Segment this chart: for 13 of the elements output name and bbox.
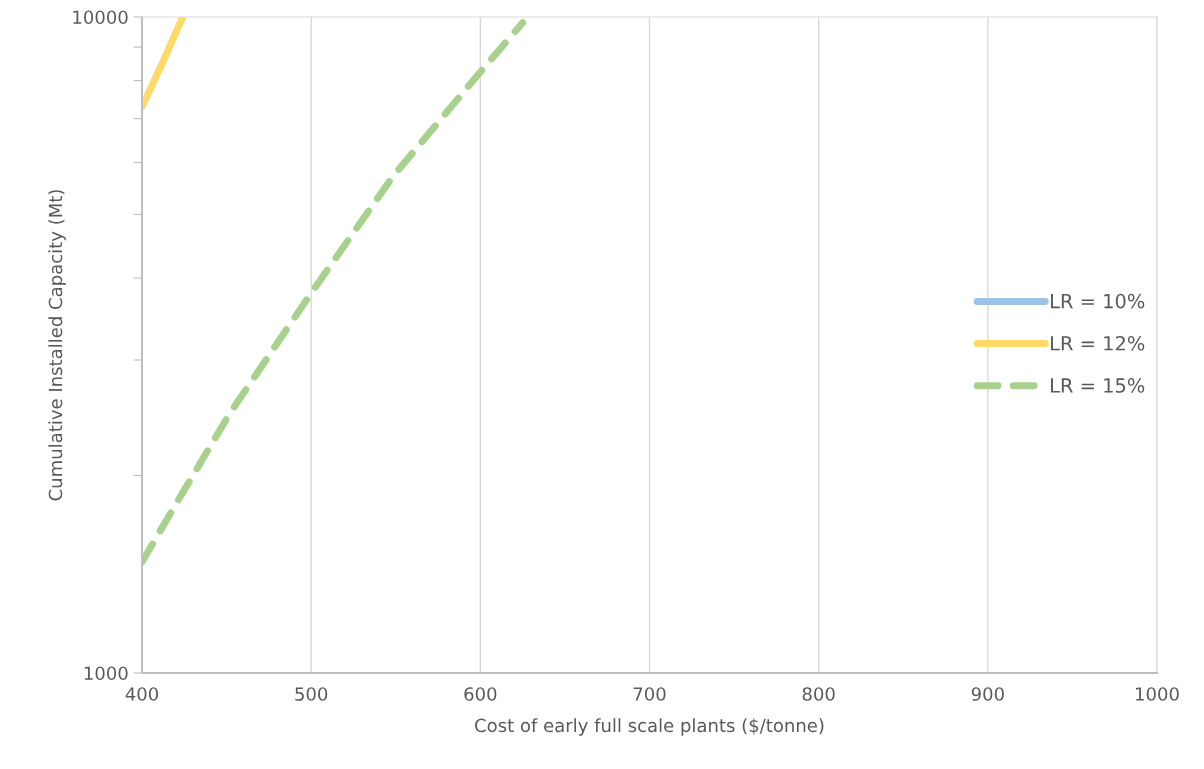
- x-tick-label: 900: [971, 687, 1004, 701]
- x-tick-label: 500: [295, 687, 328, 701]
- x-tick-label: 600: [464, 687, 497, 701]
- legend-label: LR = 10%: [1051, 293, 1145, 309]
- y-axis-title: Cumulative Installed Capacity (Mt): [48, 190, 66, 501]
- x-tick-label: 400: [125, 687, 159, 701]
- x-tick-label: 800: [802, 687, 835, 701]
- legend-label: LR = 12%: [1051, 335, 1145, 351]
- legend-label: LR = 15%: [1051, 378, 1145, 393]
- x-tick-label: 700: [633, 687, 666, 701]
- y-tick-label: 10000: [73, 10, 128, 25]
- x-axis-title: Cost of early full scale plants ($/tonne): [475, 718, 824, 736]
- x-tick-label: 1000: [1136, 687, 1179, 701]
